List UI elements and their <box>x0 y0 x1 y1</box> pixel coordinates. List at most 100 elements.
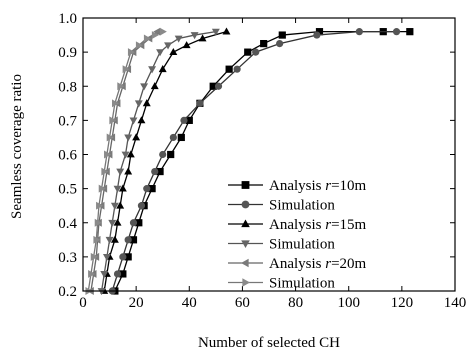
series-4 <box>97 28 220 296</box>
legend-marker <box>241 181 250 189</box>
data-point <box>148 66 157 74</box>
x-axis-title: Number of selected CH <box>198 335 340 351</box>
data-point <box>158 65 167 73</box>
data-point <box>151 31 159 40</box>
y-tick-label: 0.9 <box>58 45 77 61</box>
data-point <box>143 34 151 43</box>
data-point <box>132 133 141 141</box>
y-tick-label: 1.0 <box>58 11 77 27</box>
data-point <box>180 116 188 124</box>
data-point <box>276 39 284 48</box>
data-point <box>211 28 220 36</box>
data-point <box>151 167 159 176</box>
data-point <box>225 65 233 73</box>
data-point <box>143 185 151 193</box>
axes-layer <box>82 17 456 292</box>
y-tick-label: 0.6 <box>58 148 77 164</box>
legend-marker <box>241 200 250 209</box>
data-point <box>313 31 321 39</box>
data-point <box>169 133 177 142</box>
data-point <box>98 184 106 193</box>
legend: Analysis r=10m Simulation Analysis r=15m Si… <box>228 178 367 292</box>
data-point <box>135 219 143 227</box>
data-point <box>119 253 127 261</box>
data-point <box>106 133 114 142</box>
data-point <box>101 167 109 176</box>
data-point <box>116 168 125 176</box>
legend-marker <box>241 240 250 248</box>
legend-item: Simulation <box>228 198 335 214</box>
series-line <box>100 31 216 292</box>
data-point <box>355 28 363 36</box>
data-point <box>164 42 172 50</box>
legend-label: Analysis r=10m <box>269 178 367 194</box>
data-point <box>252 48 260 56</box>
data-point <box>108 219 117 227</box>
data-point <box>113 218 122 226</box>
data-point <box>142 99 151 107</box>
legend-item: Simulation <box>228 276 335 292</box>
legend-marker <box>241 219 250 228</box>
data-point <box>137 116 146 124</box>
y-tick-label: 0.8 <box>58 79 77 95</box>
x-tick-label: 20 <box>129 295 144 311</box>
data-point <box>209 82 217 90</box>
data-point <box>110 202 119 210</box>
y-tick-label: 0.4 <box>58 216 77 232</box>
data-point <box>214 82 223 90</box>
plot-frame <box>82 17 456 292</box>
data-point <box>148 185 156 193</box>
legend-marker <box>242 278 250 287</box>
legend-item: Analysis r=15m <box>228 217 367 233</box>
data-point <box>278 31 286 39</box>
ticks-layer: 0 20 40 60 80 100 120 140 0.2 0.3 0.4 0.5 0.6 0.7 0.8 0… <box>58 11 466 311</box>
legend-item: Analysis r=20m <box>228 256 367 272</box>
data-point <box>185 116 193 124</box>
data-point <box>129 219 138 227</box>
x-tick-label: 40 <box>182 295 197 311</box>
x-tick-label: 0 <box>79 295 87 311</box>
series-line <box>111 30 397 292</box>
y-tick-label: 0.3 <box>58 250 77 266</box>
data-point <box>159 27 167 36</box>
data-point <box>222 27 231 35</box>
x-tick-label: 80 <box>288 295 303 311</box>
data-point <box>167 150 175 159</box>
data-point <box>104 150 112 159</box>
data-point <box>118 184 127 192</box>
data-point <box>117 82 125 91</box>
data-point <box>198 34 207 42</box>
x-tick-label: 100 <box>337 295 360 311</box>
data-point <box>124 236 132 244</box>
data-point <box>190 32 199 40</box>
data-point <box>124 134 133 142</box>
data-point <box>124 253 132 261</box>
data-point <box>233 65 241 73</box>
data-point <box>159 150 167 159</box>
data-point <box>140 83 149 91</box>
series-3 <box>100 27 231 294</box>
data-point <box>102 253 111 262</box>
x-tick-label: 120 <box>391 295 414 311</box>
data-point <box>182 41 191 49</box>
data-point <box>122 65 130 74</box>
x-tick-label: 60 <box>235 295 250 311</box>
series-2 <box>108 28 401 295</box>
data-point <box>177 133 185 142</box>
legend-label: Simulation <box>269 198 335 214</box>
data-point <box>119 270 127 278</box>
data-point <box>116 201 125 209</box>
data-point <box>109 116 117 125</box>
data-point <box>126 150 135 158</box>
legend-label: Simulation <box>269 237 335 253</box>
data-point <box>93 235 101 244</box>
data-point <box>97 288 106 296</box>
data-point <box>156 49 165 57</box>
data-point <box>90 252 98 261</box>
series-layer <box>85 27 414 296</box>
y-tick-label: 0.2 <box>58 284 77 300</box>
data-point <box>129 117 138 125</box>
data-point <box>105 236 114 244</box>
data-point <box>113 270 122 278</box>
